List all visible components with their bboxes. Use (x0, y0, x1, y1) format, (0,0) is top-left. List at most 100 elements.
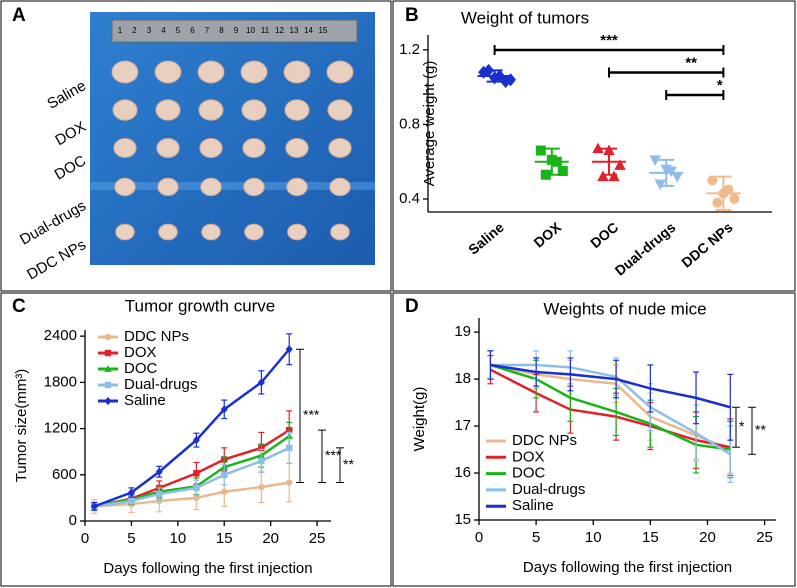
panel-border (0, 0, 392, 292)
significance: *** (325, 447, 342, 463)
chart-title: Tumor growth curve (125, 296, 276, 315)
tumor (244, 223, 264, 241)
x-tick-label: 25 (309, 530, 326, 547)
significance: * (717, 77, 723, 94)
marker (192, 435, 200, 445)
marker (707, 175, 718, 186)
tumor (199, 138, 223, 158)
marker (286, 444, 293, 452)
marker (104, 365, 112, 372)
x-tick-label: DOX (531, 218, 565, 250)
marker (665, 166, 677, 178)
y-tick-label: 600 (52, 466, 77, 483)
ruler-number: 4 (161, 26, 166, 35)
ruler-number: 14 (304, 26, 313, 35)
tumor (158, 223, 178, 241)
marker (608, 170, 620, 182)
marker (723, 184, 734, 195)
tumor (326, 60, 354, 84)
marker (614, 159, 626, 170)
ruler-number: 12 (275, 26, 284, 35)
tumor (155, 99, 181, 121)
y-tick-label: 1.2 (399, 41, 420, 58)
marker (128, 497, 135, 505)
row-label: DOC (52, 152, 90, 183)
marker (104, 349, 112, 357)
tumor (287, 223, 307, 241)
ruler-number: 7 (205, 26, 210, 35)
significance: ** (755, 421, 766, 437)
tumor (200, 177, 222, 197)
panel-border (0, 292, 392, 587)
tumor (330, 223, 350, 241)
tumor (241, 99, 267, 121)
y-tick-label: 0.8 (399, 115, 420, 132)
x-tick-label: 5 (127, 530, 135, 547)
photo: 1 2 3 4 5 6 7 8 9 10 11 12 13 14 15 (111, 26, 354, 241)
significance: ** (343, 456, 354, 472)
marker (156, 490, 163, 498)
ruler-number: 2 (132, 26, 137, 35)
ruler (111, 19, 358, 43)
tumor (154, 60, 182, 84)
y-tick-label: 1800 (44, 373, 77, 390)
tumor (112, 99, 138, 121)
marker (221, 488, 228, 495)
ruler-number: 9 (234, 26, 239, 35)
legend-label: Dual-drugs (512, 481, 585, 498)
y-tick-label: 19 (454, 323, 471, 340)
legend-label: DOX (512, 448, 545, 465)
tumor (114, 177, 136, 197)
tumor (284, 99, 310, 121)
legend-label: DOC (124, 360, 158, 377)
tumor (327, 99, 353, 121)
x-tick-label: 10 (585, 529, 602, 546)
y-tick-label: 15 (454, 511, 471, 528)
marker (592, 142, 604, 154)
y-tick-label: 0 (69, 512, 77, 529)
y-tick-label: 16 (454, 464, 471, 481)
y-tick-label: 17 (454, 417, 471, 434)
tumor (285, 138, 309, 158)
row-label: DOX (52, 118, 89, 149)
y-axis-label: Tumor size(mm³) (13, 369, 30, 483)
tumor (328, 138, 352, 158)
legend-label: Saline (124, 392, 166, 409)
marker (258, 483, 265, 491)
marker (712, 197, 723, 208)
ruler-number: 13 (290, 26, 299, 35)
photo-background (90, 12, 375, 265)
legend-label: Dual-drugs (124, 376, 197, 393)
y-axis-label: Weight(g) (411, 387, 428, 452)
marker (557, 166, 568, 177)
tumor (156, 138, 180, 158)
tumor (240, 60, 268, 84)
marker (90, 502, 98, 511)
x-tick-label: 15 (216, 530, 233, 547)
chart-title: Weight of tumors (461, 8, 589, 27)
legend-label: DDC NPs (124, 328, 189, 345)
tumor (111, 60, 139, 84)
ruler-number: 1 (118, 26, 123, 35)
x-tick-label: 10 (169, 530, 186, 547)
x-tick-label: 0 (81, 530, 89, 547)
marker (286, 479, 293, 486)
panel-label: A (12, 5, 26, 26)
marker (221, 471, 228, 478)
marker (156, 497, 163, 505)
tumor (286, 177, 308, 197)
legend-label: DDC NPs (512, 432, 577, 449)
y-axis-label: Average weight (g) (421, 61, 438, 187)
ruler-number: 5 (176, 26, 181, 35)
marker (193, 494, 200, 502)
tumor (242, 138, 266, 158)
legend-label: DOX (124, 344, 157, 361)
x-tick-label: Dual-drugs (612, 219, 679, 279)
ruler-number: 3 (147, 26, 152, 35)
panel-label: C (12, 296, 26, 317)
marker (104, 333, 112, 341)
ruler-number: 6 (190, 26, 195, 35)
ruler-number: 15 (319, 26, 328, 35)
ruler-number: 10 (246, 26, 255, 35)
